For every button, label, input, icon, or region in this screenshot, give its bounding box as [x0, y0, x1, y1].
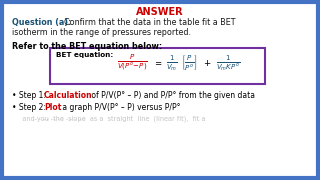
- Text: Plot: Plot: [44, 103, 61, 112]
- Text: isotherm in the range of pressures reported.: isotherm in the range of pressures repor…: [12, 28, 191, 37]
- Text: $\frac{P}{V(P^o\!-\!P)}$: $\frac{P}{V(P^o\!-\!P)}$: [116, 53, 148, 73]
- Text: a graph P/V(P° – P) versus P/P°: a graph P/V(P° – P) versus P/P°: [60, 103, 180, 112]
- Text: of P/V(P° – P) and P/P° from the given data: of P/V(P° – P) and P/P° from the given d…: [89, 91, 255, 100]
- Text: BET equation:: BET equation:: [56, 52, 113, 58]
- Text: $+$: $+$: [203, 58, 211, 68]
- Text: Confirm that the data in the table fit a BET: Confirm that the data in the table fit a…: [64, 18, 236, 27]
- Text: $\frac{1}{V_mKP^o}$: $\frac{1}{V_mKP^o}$: [216, 53, 240, 73]
- Text: $=$: $=$: [153, 58, 163, 67]
- Text: ANSWER: ANSWER: [136, 7, 184, 17]
- Text: $\frac{1}{V_m}$: $\frac{1}{V_m}$: [166, 53, 178, 73]
- Text: $\left[\frac{P}{P^o}\right]$: $\left[\frac{P}{P^o}\right]$: [180, 53, 197, 72]
- Text: Calculation: Calculation: [44, 91, 92, 100]
- Text: and̵ ̵y̵o̵u̵  ̵t̵h̵e̵  ̵s̵l̵o̵p̵e̵  as a  straight  line  (linear fit),  fit a: and̵ ̵y̵o̵u̵ ̵t̵h̵e̵ ̵s̵l̵o̵p̵e̵ as a st…: [16, 116, 205, 123]
- Text: Refer to the BET equation below:: Refer to the BET equation below:: [12, 42, 162, 51]
- Text: • Step 1:: • Step 1:: [12, 91, 48, 100]
- Bar: [50, 48, 265, 84]
- Text: • Step 2:: • Step 2:: [12, 103, 48, 112]
- Text: Question (a):: Question (a):: [12, 18, 71, 27]
